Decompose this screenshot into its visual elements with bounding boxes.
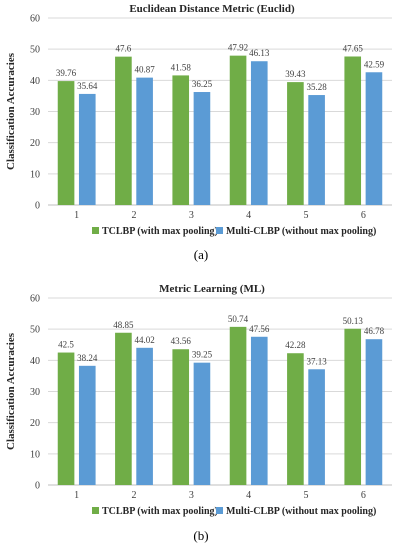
y-tick-label: 30 <box>30 387 40 398</box>
y-tick-label: 60 <box>30 14 40 25</box>
legend-label: TCLBP (with max pooling) <box>102 226 218 237</box>
data-label: 35.64 <box>77 81 98 91</box>
y-tick-label: 0 <box>35 201 40 212</box>
x-tick-label: 2 <box>132 210 137 221</box>
x-tick-label: 6 <box>361 490 366 501</box>
x-tick-label: 5 <box>304 210 309 221</box>
data-label: 36.25 <box>192 79 213 89</box>
x-tick-label: 5 <box>304 490 309 501</box>
bar-multi-clbp <box>136 77 153 205</box>
data-label: 38.24 <box>77 353 98 363</box>
legend-swatch <box>216 507 223 514</box>
bar-tclbp <box>229 55 247 205</box>
bar-tclbp <box>115 332 132 485</box>
bar-multi-clbp <box>78 365 96 485</box>
bar-tclbp <box>344 56 362 206</box>
bar-tclbp <box>57 81 75 205</box>
y-axis-label: Classification Accuracies <box>5 332 17 450</box>
bar-multi-clbp <box>193 362 211 485</box>
data-label: 42.59 <box>364 59 385 69</box>
legend-swatch <box>216 227 223 234</box>
y-tick-label: 40 <box>30 356 40 367</box>
legend-swatch <box>92 507 99 514</box>
data-label: 37.13 <box>306 356 327 366</box>
data-label: 39.76 <box>56 68 77 78</box>
bar-multi-clbp <box>250 336 268 485</box>
data-label: 46.78 <box>364 326 385 336</box>
bar-multi-clbp <box>78 93 96 205</box>
data-label: 39.25 <box>192 350 213 360</box>
legend-label: Multi-CLBP (without max pooling) <box>226 506 376 517</box>
x-tick-label: 3 <box>189 210 194 221</box>
chart-title: Euclidean Distance Metric (Euclid) <box>129 3 295 15</box>
y-tick-label: 50 <box>30 325 40 336</box>
legend-label: TCLBP (with max pooling) <box>102 506 218 517</box>
data-label: 47.65 <box>343 43 364 53</box>
bar-multi-clbp <box>193 92 211 205</box>
chart-title: Metric Learning (ML) <box>159 283 265 295</box>
bar-multi-clbp <box>308 95 325 205</box>
data-label: 39.43 <box>285 69 306 79</box>
y-tick-label: 40 <box>30 76 40 87</box>
data-label: 40.87 <box>134 65 155 75</box>
y-tick-label: 20 <box>30 418 40 429</box>
panel-caption: (a) <box>194 247 208 262</box>
data-label: 47.6 <box>116 44 132 54</box>
data-label: 46.13 <box>249 48 270 58</box>
y-tick-label: 0 <box>35 481 40 492</box>
bar-multi-clbp <box>365 72 383 205</box>
x-tick-label: 3 <box>189 490 194 501</box>
y-tick-label: 50 <box>30 45 40 56</box>
bar-tclbp <box>172 349 190 485</box>
data-label: 43.56 <box>171 336 192 346</box>
data-label: 48.85 <box>113 320 134 330</box>
bar-tclbp <box>115 56 132 205</box>
x-tick-label: 1 <box>74 210 79 221</box>
legend-label: Multi-CLBP (without max pooling) <box>226 226 376 237</box>
panel-caption: (b) <box>193 528 208 543</box>
y-tick-label: 30 <box>30 107 40 118</box>
chart-panel-a: 0 10 20 30 40 50 60 Euclidean Distance Metric (… <box>5 3 392 262</box>
bar-tclbp <box>344 328 362 485</box>
y-axis-label: Classification Accuracies <box>5 52 17 170</box>
x-tick-label: 4 <box>246 490 251 501</box>
data-label: 50.74 <box>228 314 249 324</box>
bar-multi-clbp <box>250 61 268 206</box>
y-tick-label: 20 <box>30 138 40 149</box>
bar-tclbp <box>172 75 190 205</box>
x-tick-label: 1 <box>74 490 79 501</box>
y-tick-label: 10 <box>30 169 40 180</box>
bar-tclbp <box>57 352 75 485</box>
y-tick-label: 10 <box>30 449 40 460</box>
data-label: 42.5 <box>58 340 74 350</box>
x-tick-label: 2 <box>132 490 137 501</box>
bar-multi-clbp <box>308 369 325 485</box>
y-tick-label: 60 <box>30 294 40 305</box>
chart-panel-b: 0 10 20 30 40 50 60 Metric Learning (ML) Classif… <box>5 283 392 543</box>
data-label: 44.02 <box>134 335 154 345</box>
data-label: 47.92 <box>228 43 248 53</box>
data-label: 50.13 <box>343 316 364 326</box>
bar-multi-clbp <box>136 347 153 485</box>
x-tick-label: 4 <box>246 210 251 221</box>
data-label: 42.28 <box>285 340 306 350</box>
bar-multi-clbp <box>365 339 383 485</box>
bar-tclbp <box>287 82 304 205</box>
data-label: 41.58 <box>171 62 192 72</box>
data-label: 35.28 <box>306 82 327 92</box>
legend-swatch <box>92 227 99 234</box>
bar-tclbp <box>287 353 304 485</box>
x-tick-label: 6 <box>361 210 366 221</box>
data-label: 47.56 <box>249 324 270 334</box>
bar-tclbp <box>229 326 247 485</box>
